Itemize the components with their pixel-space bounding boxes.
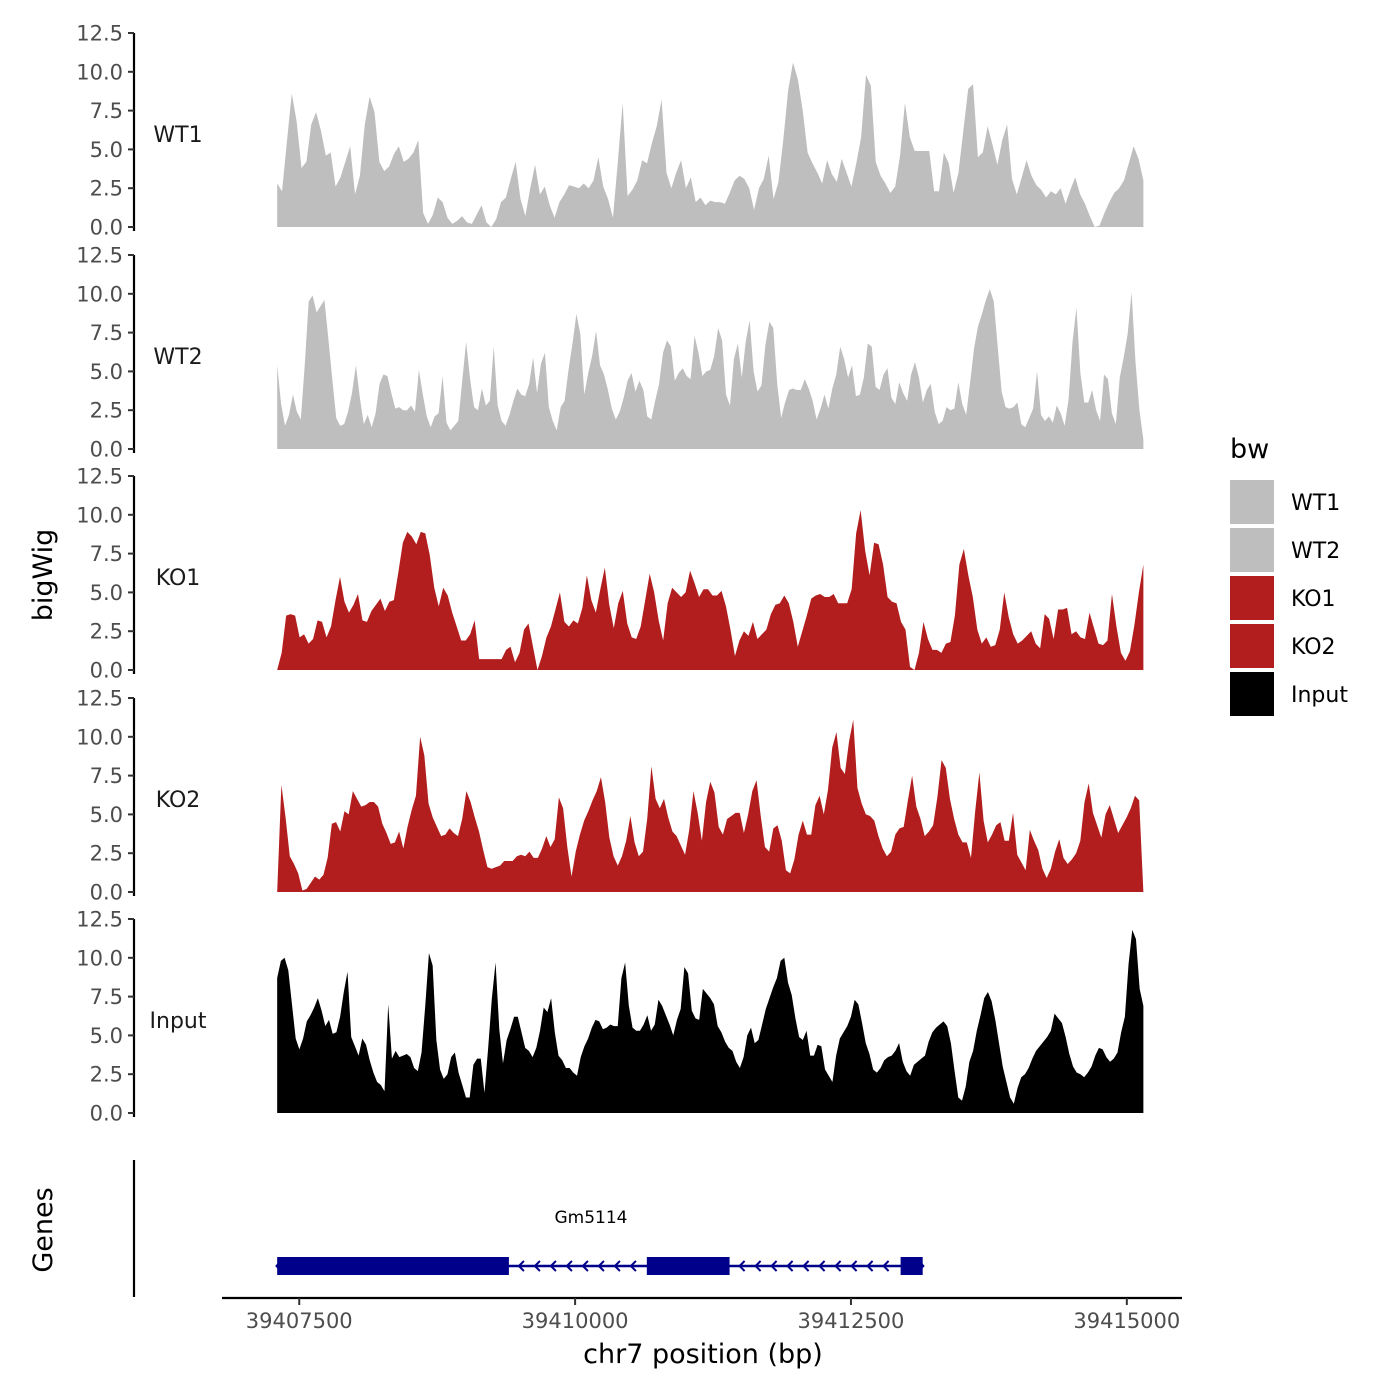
y-tick-label: 7.5 bbox=[90, 764, 123, 788]
y-tick-label: 2.5 bbox=[90, 620, 123, 644]
y-tick-label: 12.5 bbox=[76, 687, 123, 711]
bigwig-tracks: 0.0 2.5 5.0 7.5 10.0 12.5 WT1 0.0 2.5 5.0 7.5 10.0 1… bbox=[76, 22, 1144, 1126]
track-label-wt1: WT1 bbox=[153, 123, 202, 148]
track-input: 0.0 2.5 5.0 7.5 10.0 12.5 Input bbox=[76, 908, 1144, 1126]
signal-area-input bbox=[277, 929, 1144, 1113]
legend-label: Input bbox=[1291, 683, 1348, 708]
y-tick-label: 0.0 bbox=[90, 881, 123, 905]
y-tick-label: 5.0 bbox=[90, 1024, 123, 1048]
y-tick-label: 12.5 bbox=[76, 908, 123, 932]
genes-panel: Gm5114 bbox=[132, 1160, 925, 1297]
y-tick-label: 0.0 bbox=[90, 438, 123, 462]
strand-arrow bbox=[738, 1260, 746, 1272]
track-wt2: 0.0 2.5 5.0 7.5 10.0 12.5 WT2 bbox=[76, 244, 1144, 462]
strand-arrow bbox=[517, 1260, 525, 1272]
legend-label: KO1 bbox=[1291, 587, 1336, 612]
y-tick-label: 10.0 bbox=[76, 503, 123, 527]
track-wt1: 0.0 2.5 5.0 7.5 10.0 12.5 WT1 bbox=[76, 22, 1144, 240]
y-tick-label: 5.0 bbox=[90, 803, 123, 827]
strand-arrow bbox=[754, 1260, 762, 1272]
y-tick-label: 12.5 bbox=[76, 244, 123, 268]
legend-item-ko1: KO1 bbox=[1230, 576, 1336, 620]
y-tick-label: 10.0 bbox=[76, 725, 123, 749]
strand-arrow bbox=[818, 1260, 826, 1272]
strand-arrow bbox=[850, 1260, 858, 1272]
legend-label: WT1 bbox=[1291, 491, 1340, 516]
y-tick-label: 10.0 bbox=[76, 282, 123, 306]
legend-swatch bbox=[1230, 672, 1274, 716]
strand-arrow bbox=[770, 1260, 778, 1272]
strand-arrow bbox=[565, 1260, 573, 1272]
track-ko1: 0.0 2.5 5.0 7.5 10.0 12.5 KO1 bbox=[76, 465, 1144, 683]
y-tick-label: 12.5 bbox=[76, 465, 123, 489]
strand-arrow bbox=[802, 1260, 810, 1272]
legend-item-wt1: WT1 bbox=[1230, 480, 1340, 524]
y-tick-label: 0.0 bbox=[90, 1102, 123, 1126]
y-axis-title: bigWig bbox=[28, 529, 59, 622]
y-tick-label: 7.5 bbox=[90, 99, 123, 123]
x-axis-title: chr7 position (bp) bbox=[583, 1339, 823, 1370]
y-tick-label: 2.5 bbox=[90, 177, 123, 201]
legend-swatch bbox=[1230, 624, 1274, 668]
y-tick-label: 12.5 bbox=[76, 22, 123, 46]
y-tick-label: 7.5 bbox=[90, 542, 123, 566]
strand-arrow bbox=[613, 1260, 621, 1272]
y-tick-label: 5.0 bbox=[90, 581, 123, 605]
strand-arrow bbox=[581, 1260, 589, 1272]
x-tick-label: 39410000 bbox=[522, 1309, 629, 1333]
gene-name-label: Gm5114 bbox=[555, 1208, 628, 1228]
legend-title: bw bbox=[1230, 434, 1269, 465]
x-axis: 39407500 39410000 39412500 39415000 bbox=[222, 1296, 1182, 1333]
legend-label: WT2 bbox=[1291, 539, 1340, 564]
signal-area-wt2 bbox=[277, 289, 1144, 449]
y-tick-label: 2.5 bbox=[90, 1063, 123, 1087]
strand-arrow bbox=[882, 1260, 890, 1272]
y-tick-label: 2.5 bbox=[90, 399, 123, 423]
legend-item-ko2: KO2 bbox=[1230, 624, 1336, 668]
strand-arrow bbox=[597, 1260, 605, 1272]
legend-swatch bbox=[1230, 480, 1274, 524]
legend-item-wt2: WT2 bbox=[1230, 528, 1340, 572]
y-tick-label: 0.0 bbox=[90, 216, 123, 240]
gene-exon bbox=[646, 1257, 730, 1275]
x-tick-label: 39407500 bbox=[246, 1309, 353, 1333]
genes-axis-title: Genes bbox=[28, 1187, 59, 1272]
track-label-ko1: KO1 bbox=[156, 566, 201, 591]
y-tick-label: 0.0 bbox=[90, 659, 123, 683]
y-tick-label: 5.0 bbox=[90, 138, 123, 162]
x-tick-label: 39412500 bbox=[798, 1309, 905, 1333]
y-tick-label: 10.0 bbox=[76, 60, 123, 84]
legend-swatch bbox=[1230, 528, 1274, 572]
signal-area-wt1 bbox=[277, 62, 1144, 227]
x-tick-label: 39415000 bbox=[1073, 1309, 1180, 1333]
legend-label: KO2 bbox=[1291, 635, 1336, 660]
signal-area-ko1 bbox=[277, 510, 1144, 670]
y-tick-label: 10.0 bbox=[76, 946, 123, 970]
track-ko2: 0.0 2.5 5.0 7.5 10.0 12.5 KO2 bbox=[76, 687, 1144, 905]
legend-item-input: Input bbox=[1230, 672, 1348, 716]
strand-arrow bbox=[533, 1260, 541, 1272]
gene-exon bbox=[277, 1257, 509, 1275]
y-tick-label: 2.5 bbox=[90, 842, 123, 866]
legend: WT1 WT2 KO1 KO2 Input bbox=[1230, 480, 1348, 716]
track-label-input: Input bbox=[150, 1009, 207, 1034]
y-tick-label: 7.5 bbox=[90, 985, 123, 1009]
gene-end-cap bbox=[916, 1257, 925, 1275]
strand-arrow bbox=[786, 1260, 794, 1272]
strand-arrow bbox=[834, 1260, 842, 1272]
y-tick-label: 7.5 bbox=[90, 321, 123, 345]
y-tick-label: 5.0 bbox=[90, 360, 123, 384]
legend-swatch bbox=[1230, 576, 1274, 620]
gene-start-cap bbox=[275, 1257, 284, 1275]
strand-arrow bbox=[866, 1260, 874, 1272]
strand-arrow bbox=[549, 1260, 557, 1272]
track-label-wt2: WT2 bbox=[153, 345, 202, 370]
strand-arrow bbox=[629, 1260, 637, 1272]
signal-area-ko2 bbox=[277, 719, 1144, 892]
track-label-ko2: KO2 bbox=[156, 788, 201, 813]
